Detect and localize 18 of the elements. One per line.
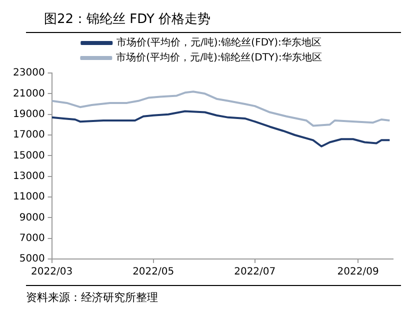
legend-label: 市场价(平均价，元/吨):锦纶丝(DTY):华东地区 — [116, 52, 322, 64]
y-tick-label: 11000 — [13, 192, 45, 203]
y-tick-label: 17000 — [13, 130, 45, 141]
x-tick-label: 2022/05 — [132, 266, 174, 278]
legend-label: 市场价(平均价，元/吨):锦纶丝(FDY):华东地区 — [116, 36, 322, 49]
y-tick-label: 21000 — [13, 88, 45, 100]
text: 资料来源：经济研究所整理 — [26, 290, 159, 305]
x-tick-label: 2022/09 — [337, 266, 379, 278]
y-tick-label: 19000 — [13, 108, 45, 120]
y-tick-label: 23000 — [13, 68, 45, 79]
y-tick-label: 9000 — [19, 212, 45, 224]
x-tick-label: 2022/03 — [31, 266, 73, 278]
y-tick-label: 5000 — [19, 254, 45, 265]
chart-title: 图22：锦纶丝 FDY 价格走势 — [26, 8, 401, 33]
y-tick-label: 13000 — [13, 170, 45, 182]
y-tick-label: 7000 — [19, 232, 45, 244]
x-tick-label: 2022/07 — [234, 266, 276, 278]
y-tick-label: 15000 — [13, 150, 45, 162]
